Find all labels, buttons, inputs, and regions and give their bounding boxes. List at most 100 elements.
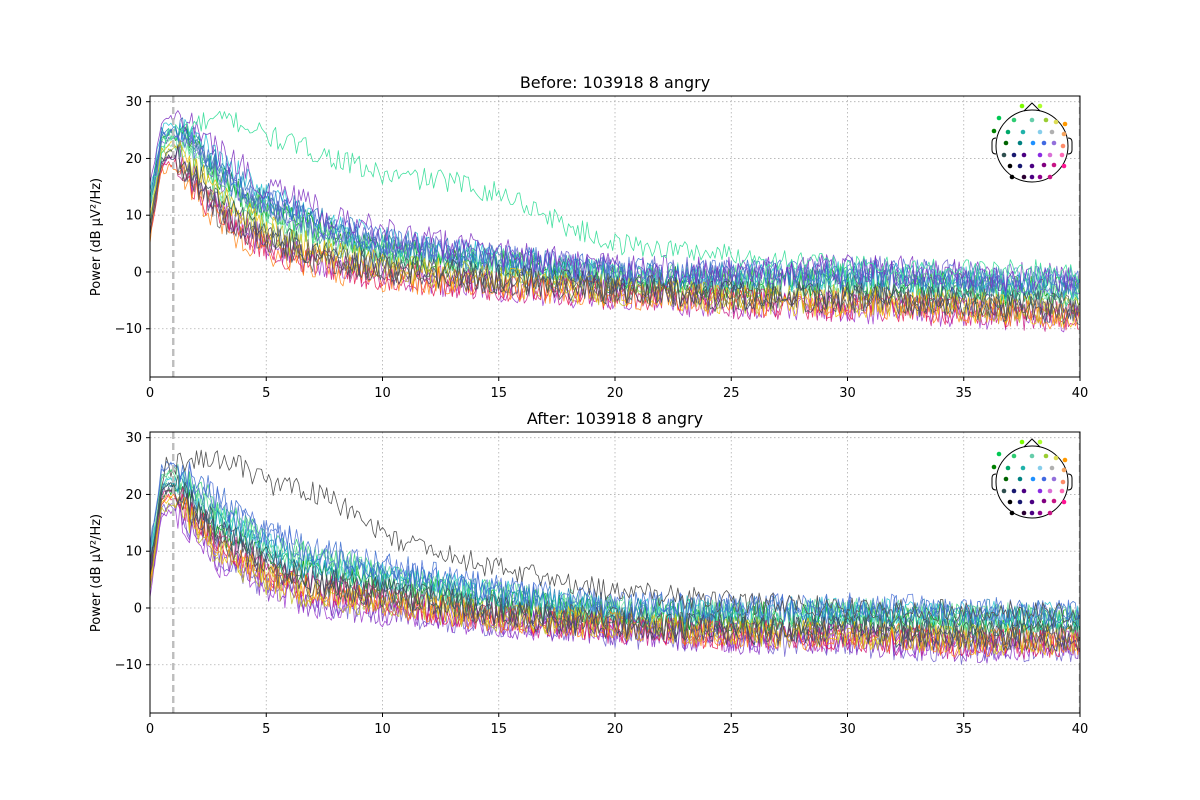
y-tick-label: 30 <box>125 95 142 110</box>
sensor-dot <box>1009 174 1015 180</box>
sensor-dot <box>1021 510 1027 516</box>
x-tick-label: 5 <box>262 722 270 737</box>
chart-title-after: After: 103918 8 angry <box>527 409 703 428</box>
y-tick-label: 10 <box>125 209 142 224</box>
psd-trace <box>150 110 1080 293</box>
x-tick-label: 20 <box>607 386 624 401</box>
sensor-dot <box>1047 488 1053 494</box>
sensor-dot <box>1043 117 1049 123</box>
x-tick-label: 40 <box>1072 386 1089 401</box>
y-axis-label-after: Power (dB µV²/Hz) <box>89 514 104 632</box>
psd-trace <box>150 144 1080 323</box>
x-tick-label: 35 <box>955 722 972 737</box>
sensor-dot <box>1001 152 1007 158</box>
sensor-dot <box>991 128 997 134</box>
sensor-dot <box>1037 174 1043 180</box>
y-tick-label: 10 <box>125 545 142 560</box>
sensor-dot <box>1061 131 1067 137</box>
sensor-dot <box>1017 476 1023 482</box>
sensor-map-icon <box>991 102 1073 183</box>
sensor-dot <box>1021 174 1027 180</box>
x-tick-label: 5 <box>262 386 270 401</box>
sensor-dot <box>1041 162 1047 168</box>
sensor-dot <box>1011 152 1017 158</box>
sensor-dot <box>1003 140 1009 146</box>
psd-panel-before: Before: 103918 8 angry Power (dB µV²/Hz)… <box>89 73 1088 401</box>
x-tick-label: 25 <box>723 722 740 737</box>
sensor-dot <box>1009 510 1015 516</box>
sensor-dot <box>1061 163 1067 169</box>
x-tick-label: 10 <box>374 386 391 401</box>
highpass-marker-before <box>172 96 1080 377</box>
sensor-dot <box>1049 465 1055 471</box>
x-tick-label: 10 <box>374 722 391 737</box>
sensor-dot <box>1019 439 1025 445</box>
sensor-dot <box>1047 510 1053 516</box>
sensor-dot <box>1051 140 1057 146</box>
sensor-dot <box>1007 163 1013 169</box>
sensor-dot <box>1017 163 1023 169</box>
sensor-dot <box>1030 140 1036 146</box>
left-ear <box>991 473 997 491</box>
sensor-dot <box>1037 510 1043 516</box>
y-tick-label: −10 <box>115 658 142 673</box>
sensor-dot <box>1041 476 1047 482</box>
y-tick-label: 20 <box>125 152 142 167</box>
sensor-dot <box>1017 499 1023 505</box>
sensor-dot <box>1062 457 1068 463</box>
sensor-dot <box>1061 467 1067 473</box>
sensor-dot <box>1037 488 1043 494</box>
psd-trace <box>150 461 1080 629</box>
sensor-dot <box>1020 465 1026 471</box>
sensor-dot <box>1021 152 1027 158</box>
y-tick-label: 30 <box>125 431 142 446</box>
axis-ticks-before: 0 5 10 15 20 25 30 35 40 −10 0 10 20 30 <box>115 95 1089 401</box>
sensor-dot <box>1047 174 1053 180</box>
psd-trace-highlight <box>150 110 1080 284</box>
psd-trace <box>150 153 1080 320</box>
sensor-dot <box>1011 453 1017 459</box>
sensor-dot <box>1021 488 1027 494</box>
sensor-dot <box>1037 465 1043 471</box>
highpass-marker-after <box>172 432 1080 713</box>
psd-trace <box>150 486 1080 649</box>
sensor-dot <box>1060 143 1066 149</box>
right-ear <box>1067 137 1073 155</box>
head-outline <box>995 109 1069 183</box>
x-tick-label: 25 <box>723 386 740 401</box>
sensor-dot <box>1029 510 1035 516</box>
psd-trace <box>150 133 1080 304</box>
x-tick-label: 40 <box>1072 722 1089 737</box>
sensor-dot <box>1059 488 1065 494</box>
y-axis-label-before: Power (dB µV²/Hz) <box>89 178 104 296</box>
x-tick-label: 20 <box>607 722 624 737</box>
nose <box>1023 438 1041 448</box>
psd-traces-before <box>150 110 1080 333</box>
psd-traces-after <box>150 449 1080 665</box>
chart-title-before: Before: 103918 8 angry <box>520 73 710 92</box>
y-tick-label: 20 <box>125 488 142 503</box>
right-ear <box>1067 473 1073 491</box>
x-tick-label: 15 <box>490 386 507 401</box>
sensor-dot <box>1019 103 1025 109</box>
sensor-dot <box>1037 103 1043 109</box>
sensor-dot <box>1037 152 1043 158</box>
psd-trace-highlight <box>150 449 1080 624</box>
sensor-dot <box>1007 499 1013 505</box>
sensor-dot <box>1047 152 1053 158</box>
sensor-dot <box>1043 453 1049 459</box>
sensor-dot <box>1059 152 1065 158</box>
sensor-map-icon <box>991 438 1073 519</box>
sensor-dot <box>1011 117 1017 123</box>
y-tick-label: 0 <box>134 265 142 280</box>
left-ear <box>991 137 997 155</box>
x-tick-label: 0 <box>146 386 154 401</box>
sensor-dot <box>1037 129 1043 135</box>
x-tick-label: 0 <box>146 722 154 737</box>
psd-trace <box>150 493 1080 657</box>
sensor-dot <box>1061 499 1067 505</box>
sensor-dot <box>1051 162 1057 168</box>
sensor-dot <box>1003 476 1009 482</box>
sensor-dot <box>1029 163 1035 169</box>
psd-trace <box>150 141 1080 328</box>
